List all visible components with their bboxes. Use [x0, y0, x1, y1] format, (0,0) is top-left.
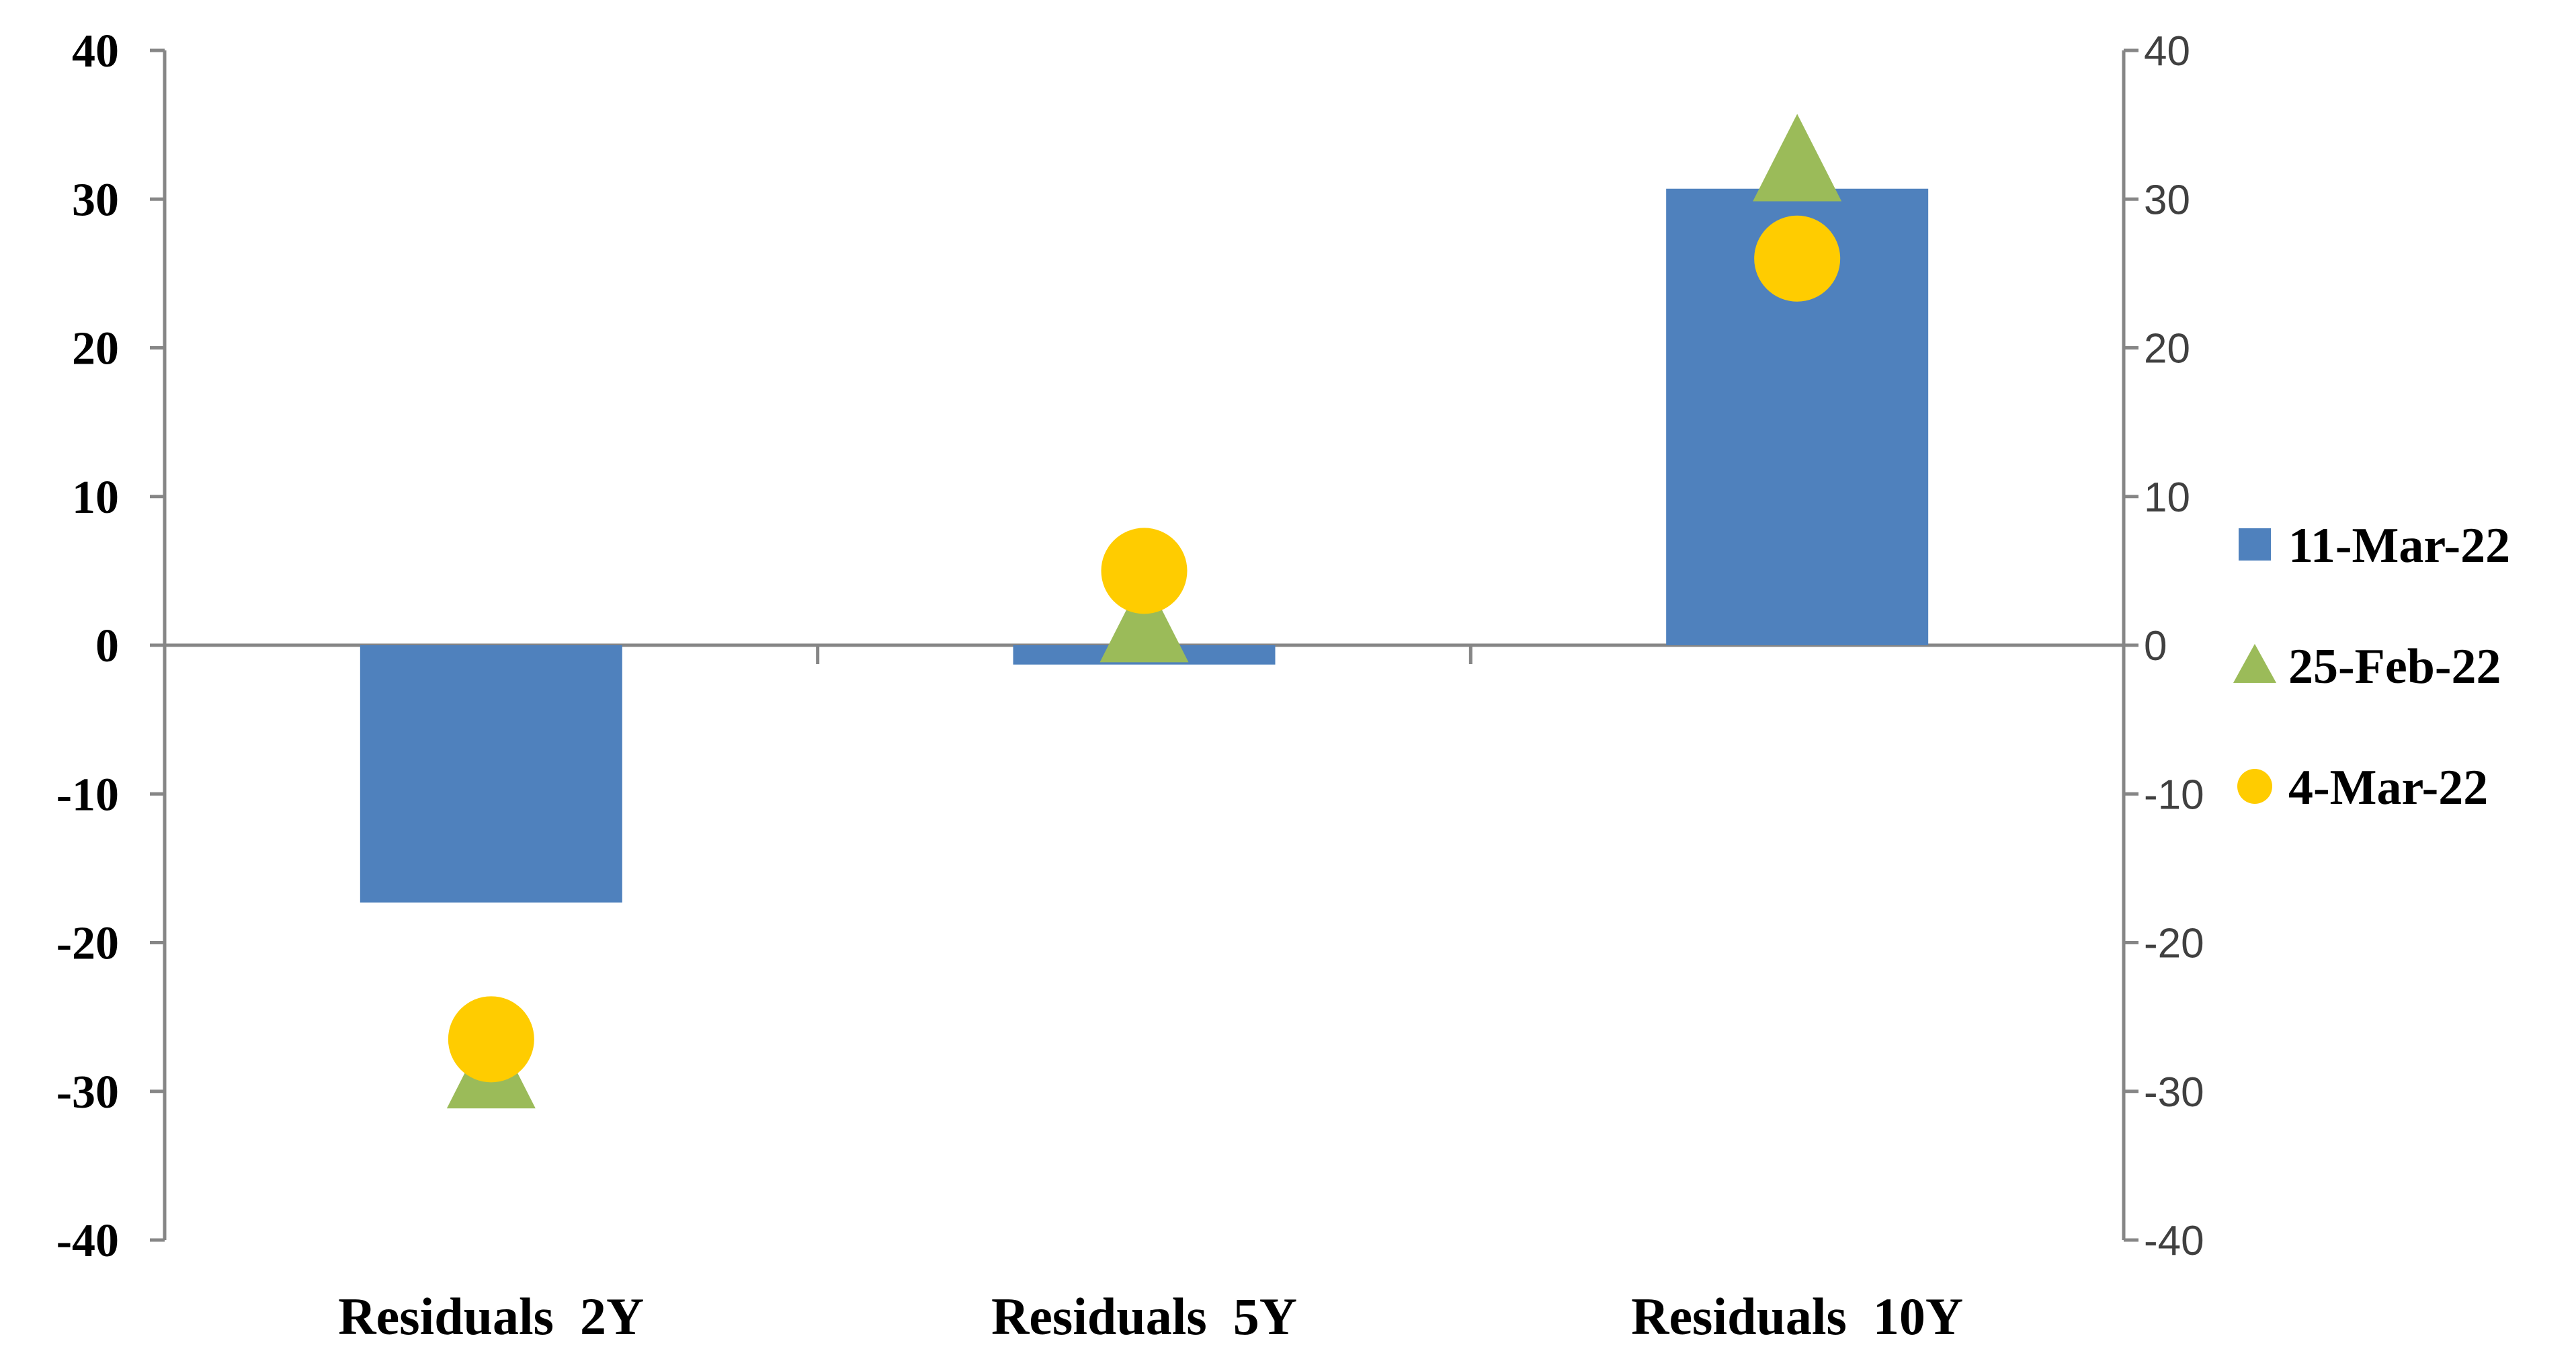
left-tick-label: 30	[72, 174, 119, 226]
marker-series	[446, 114, 1842, 1109]
left-tick-label: -40	[56, 1215, 119, 1267]
circle-marker-2	[1101, 528, 1188, 614]
category-label: Residuals 5Y	[991, 1287, 1297, 1346]
circle-marker-1	[448, 996, 534, 1083]
right-tick-label: 10	[2144, 475, 2190, 521]
right-tick-label: -40	[2144, 1218, 2204, 1264]
legend-label: 11-Mar-22	[2288, 518, 2510, 573]
left-axis-ticks: -40 -30 -20 -10 0 10 20 30 40	[56, 26, 165, 1267]
left-tick-label: 0	[95, 620, 119, 672]
left-tick-label: -20	[56, 918, 119, 970]
right-tick-label: 30	[2144, 177, 2190, 223]
category-label: Residuals 10Y	[1631, 1287, 1963, 1346]
legend-square-icon	[2239, 528, 2271, 561]
triangle-marker-2	[1099, 575, 1189, 663]
right-tick-label: -20	[2144, 921, 2204, 967]
category-label: Residuals 2Y	[338, 1287, 644, 1346]
right-tick-label: 20	[2144, 326, 2190, 372]
legend-label: 4-Mar-22	[2288, 760, 2488, 815]
circle-marker-3	[1754, 215, 1841, 302]
right-tick-label: -30	[2144, 1069, 2204, 1116]
right-tick-label: 40	[2144, 28, 2190, 75]
legend-circle-icon	[2237, 769, 2272, 804]
left-tick-label: -30	[56, 1067, 119, 1118]
right-tick-label: 0	[2144, 623, 2167, 669]
triangle-marker-3	[1753, 114, 1842, 202]
left-tick-label: 20	[72, 323, 119, 375]
right-tick-label: -10	[2144, 772, 2204, 818]
left-tick-label: 40	[72, 26, 119, 77]
bar-1	[360, 645, 622, 903]
bar-series	[360, 188, 1929, 903]
legend: 11-Mar-22 25-Feb-22 4-Mar-22	[2233, 518, 2510, 815]
legend-label: 25-Feb-22	[2288, 639, 2501, 694]
legend-triangle-icon	[2233, 644, 2276, 683]
left-tick-label: -10	[56, 769, 119, 821]
right-axis-ticks: -40 -30 -20 -10 0 10 20 30 40	[2124, 28, 2204, 1264]
left-tick-label: 10	[72, 472, 119, 524]
category-labels: Residuals 2Y Residuals 5Y Residuals 10Y	[338, 1287, 1963, 1346]
